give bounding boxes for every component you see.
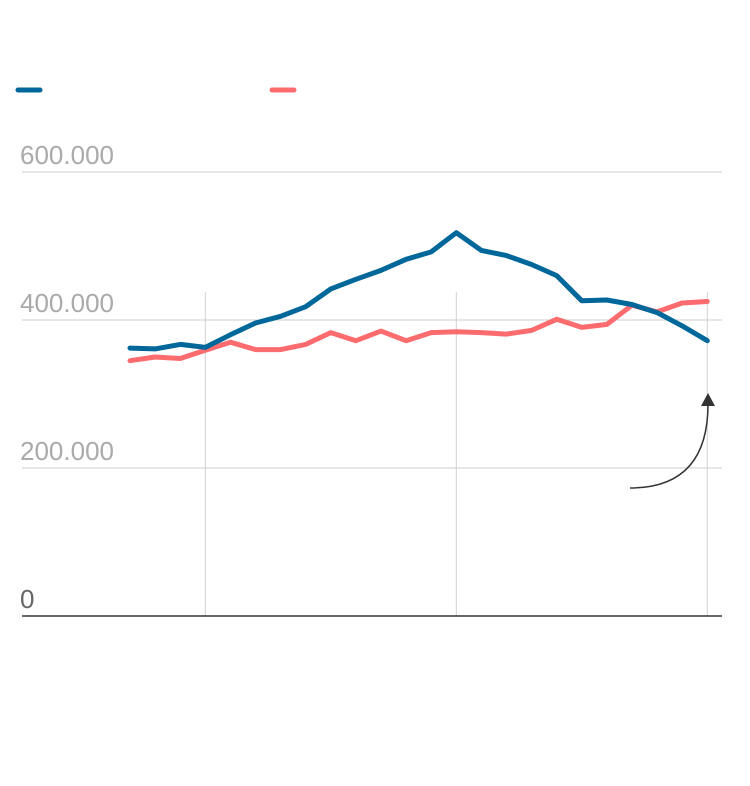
y-axis-ticks: 0 200.000 400.000 600.000 xyxy=(20,140,114,614)
gridlines xyxy=(22,171,722,617)
annotation-arrow-curve xyxy=(629,403,709,489)
y-tick-label: 600.000 xyxy=(20,140,114,170)
series-line-0 xyxy=(127,230,710,352)
y-tick-label: 200.000 xyxy=(20,436,114,466)
series-group xyxy=(127,230,710,364)
series-line-1 xyxy=(127,299,710,364)
annotation-arrow-head xyxy=(701,393,715,406)
y-tick-label: 400.000 xyxy=(20,288,114,318)
annotation-arrow xyxy=(629,393,715,489)
y-tick-label: 0 xyxy=(20,584,34,614)
